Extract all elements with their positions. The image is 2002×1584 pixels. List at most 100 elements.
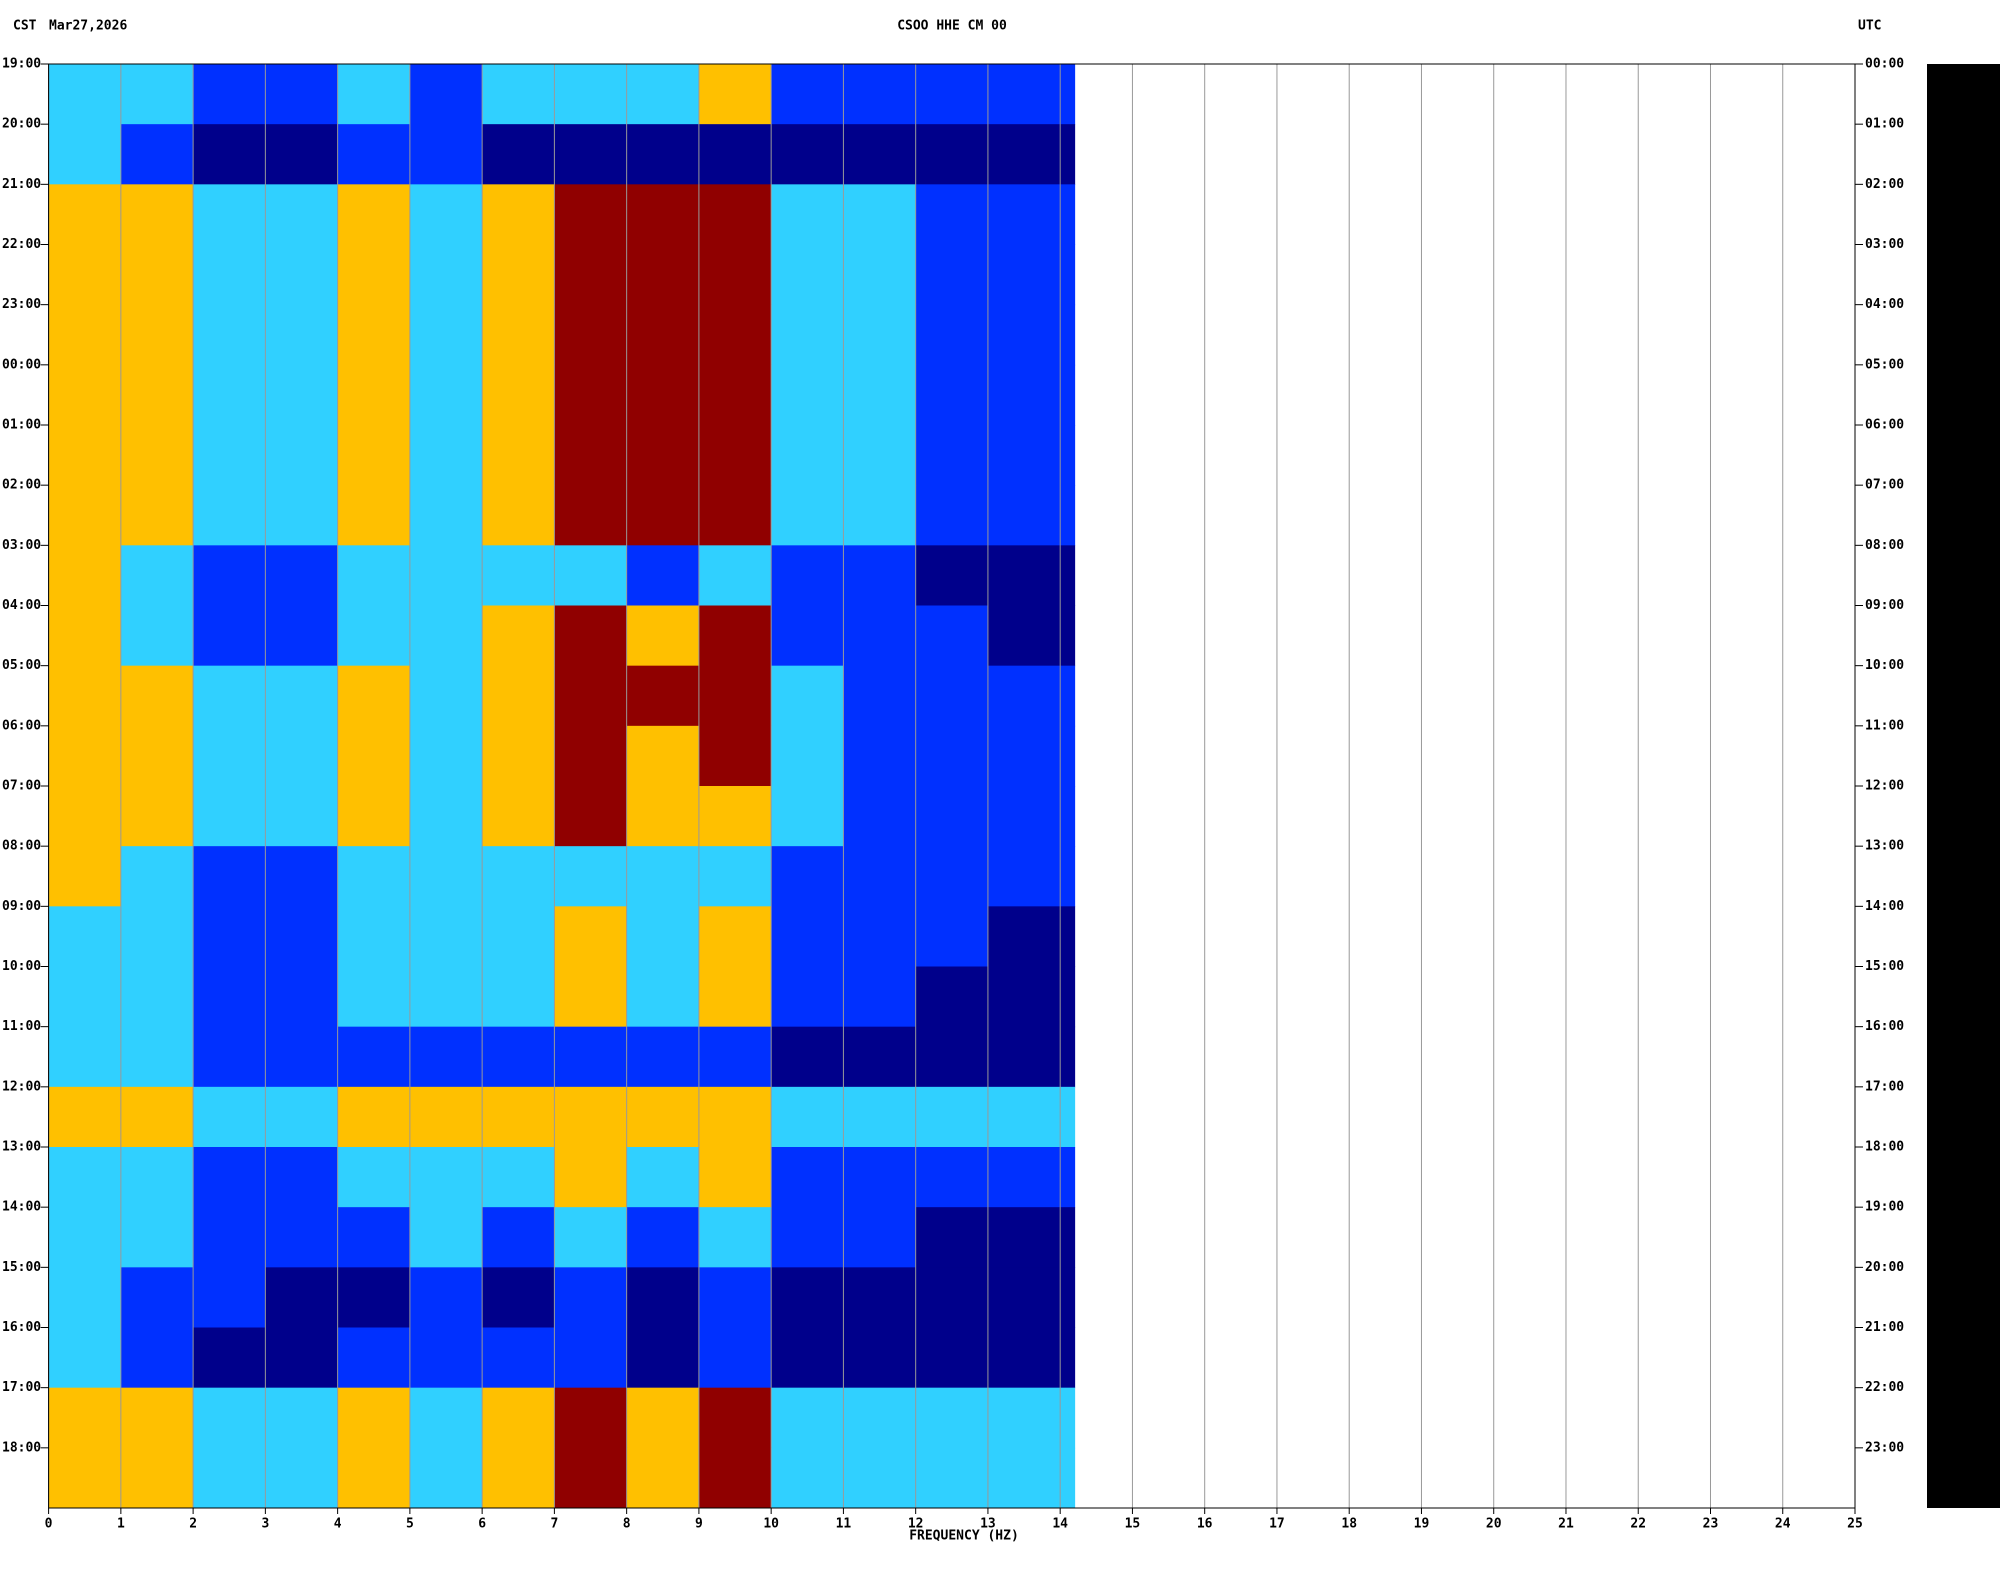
cell (554, 485, 628, 546)
cell (987, 364, 1061, 426)
cell (987, 1026, 1061, 1088)
cell (337, 846, 411, 907)
cell (409, 364, 483, 426)
cell (843, 364, 917, 426)
cell (120, 64, 194, 125)
cell (698, 725, 772, 787)
cell (1060, 1026, 1076, 1088)
cell (193, 966, 266, 1028)
cell (915, 64, 989, 125)
cell (554, 124, 628, 185)
y-tick-label: 16:00 (2, 1320, 41, 1335)
y2-tick-label: 06:00 (1865, 418, 1904, 433)
cell (987, 485, 1061, 546)
cell (337, 725, 411, 787)
cell (409, 1147, 483, 1208)
cell (626, 1026, 700, 1088)
cell (843, 64, 917, 125)
cell (771, 1086, 844, 1148)
cell (843, 184, 917, 245)
cell (843, 966, 917, 1028)
cell (987, 1267, 1061, 1328)
cell (771, 124, 844, 185)
cell (193, 425, 266, 486)
cell (698, 786, 772, 847)
cell (987, 846, 1061, 907)
y2-tick-label: 17:00 (1865, 1079, 1904, 1094)
cell (915, 605, 989, 667)
y-tick-label: 08:00 (2, 839, 41, 854)
cell (626, 1207, 700, 1268)
cell (193, 1387, 266, 1449)
cell (771, 786, 844, 847)
cell (915, 786, 989, 847)
cell (987, 1447, 1061, 1509)
cell (987, 304, 1061, 366)
x-tick-label: 12 (908, 1517, 924, 1532)
cell (265, 1267, 339, 1328)
cell (48, 1026, 122, 1088)
cell (626, 605, 700, 667)
cell (265, 1327, 339, 1389)
cell (193, 786, 266, 847)
cell (1060, 906, 1076, 967)
cell (48, 1387, 122, 1449)
cell (843, 244, 917, 306)
cell (482, 64, 555, 125)
cell (915, 725, 989, 787)
y-tick-label: 21:00 (2, 177, 41, 192)
x-tick-label: 0 (45, 1517, 53, 1532)
x-tick-label: 7 (550, 1517, 558, 1532)
cell (409, 304, 483, 366)
cell (915, 906, 989, 967)
x-tick-label: 10 (763, 1517, 779, 1532)
cell (120, 1207, 194, 1268)
date: Mar27,2026 (49, 19, 127, 34)
cell (409, 725, 483, 787)
cell (265, 545, 339, 606)
y-tick-label: 00:00 (2, 357, 41, 372)
cell (771, 1207, 844, 1268)
cell (409, 1327, 483, 1389)
cell (409, 244, 483, 306)
cell (193, 665, 266, 727)
cell (337, 485, 411, 546)
cell (265, 1207, 339, 1268)
cell (554, 304, 628, 366)
cell (843, 605, 917, 667)
cell (482, 966, 555, 1028)
y2-tick-label: 01:00 (1865, 117, 1904, 132)
cell (698, 1327, 772, 1389)
cell (409, 124, 483, 185)
cell (843, 1026, 917, 1088)
cell (626, 1086, 700, 1148)
cell (843, 846, 917, 907)
cell (193, 244, 266, 306)
cell (1060, 244, 1076, 306)
cell (843, 665, 917, 727)
cell (482, 244, 555, 306)
cell (193, 485, 266, 546)
cell (915, 966, 989, 1028)
y2-tick-label: 12:00 (1865, 779, 1904, 794)
cell (409, 1267, 483, 1328)
cell (1060, 966, 1076, 1028)
cell (265, 1026, 339, 1088)
x-tick-label: 17 (1269, 1517, 1285, 1532)
cell (987, 906, 1061, 967)
cell (337, 906, 411, 967)
cell (409, 1387, 483, 1449)
cell (1060, 665, 1076, 727)
cell (626, 545, 700, 606)
cell (987, 64, 1061, 125)
y-tick-label: 14:00 (2, 1200, 41, 1215)
cell (843, 304, 917, 366)
cell (698, 545, 772, 606)
y-tick-label: 23:00 (2, 297, 41, 312)
cell (409, 786, 483, 847)
cell (482, 1327, 555, 1389)
y2-tick-label: 10:00 (1865, 658, 1904, 673)
cell (915, 1447, 989, 1509)
cell (48, 1447, 122, 1509)
cell (482, 1447, 555, 1509)
